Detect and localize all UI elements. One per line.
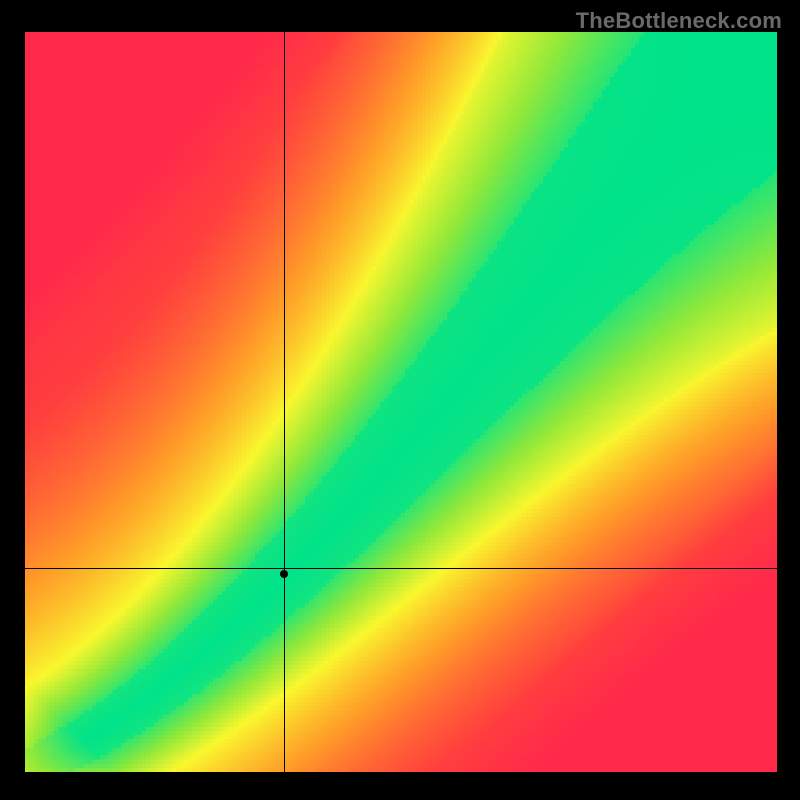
watermark-text: TheBottleneck.com — [576, 8, 782, 34]
plot-area — [25, 32, 777, 772]
bottleneck-heatmap-figure: { "meta": { "watermark_text": "TheBottle… — [0, 0, 800, 800]
heatmap-canvas — [25, 32, 777, 772]
